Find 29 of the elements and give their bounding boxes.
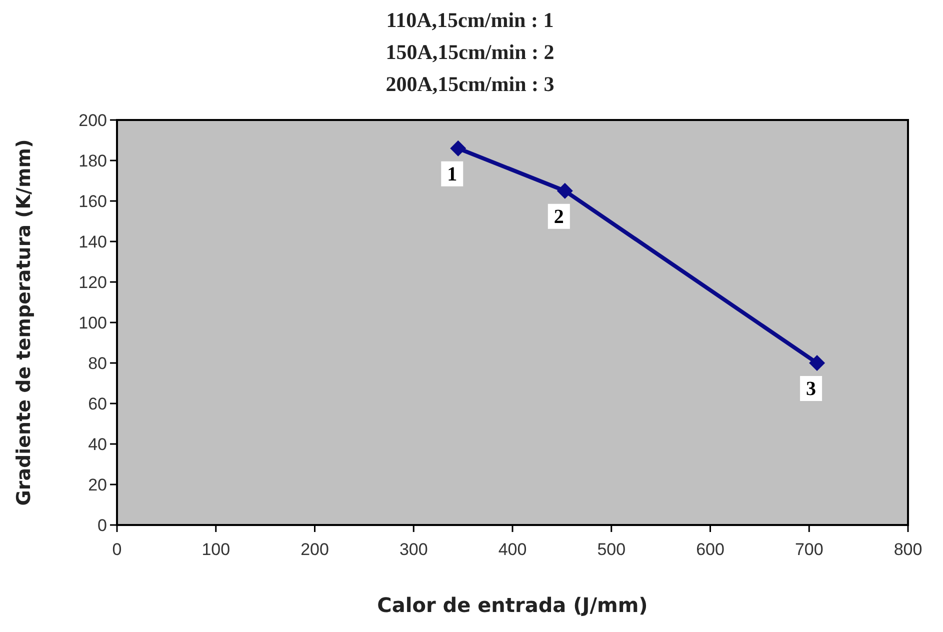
point xyxy=(809,355,826,371)
y-tick-label: 100 xyxy=(78,313,107,332)
x-tick-label: 600 xyxy=(696,540,724,559)
x-tick-label: 0 xyxy=(112,540,122,559)
x-tick-label: 300 xyxy=(399,540,428,559)
y-tick-label: 40 xyxy=(88,434,107,454)
x-tick-label: 800 xyxy=(894,540,922,559)
y-tick-label: 60 xyxy=(88,394,107,414)
x-tick-label: 200 xyxy=(300,540,329,559)
point xyxy=(556,182,573,199)
y-axis-title: Gradiente de temperatura (K/mm) xyxy=(13,139,35,506)
x-axis-title: Calor de entrada (J/mm) xyxy=(377,593,648,617)
y-tick-label: 80 xyxy=(88,354,107,373)
annotation: 2 xyxy=(554,206,564,228)
y-tick-label: 20 xyxy=(88,475,107,494)
x-tick-label: 700 xyxy=(794,540,824,559)
y-tick-label: 0 xyxy=(98,516,107,535)
y-tick-label: 200 xyxy=(78,110,107,130)
annotation: 1 xyxy=(447,163,458,186)
x-tick-label: 500 xyxy=(597,540,626,559)
y-tick-label: 140 xyxy=(78,232,107,252)
chart-title: 110A,15cm/min : 1 150A,15cm/min : 2 200A,15cm/min : 3 xyxy=(386,8,554,96)
y-tick-label: 120 xyxy=(78,272,107,292)
point xyxy=(450,140,466,156)
x-tick-label: 100 xyxy=(202,540,230,559)
y-tick-label: 160 xyxy=(78,192,107,211)
y-tick-label: 180 xyxy=(78,151,107,170)
annotation: 3 xyxy=(806,378,816,400)
x-tick-label: 400 xyxy=(498,540,527,559)
